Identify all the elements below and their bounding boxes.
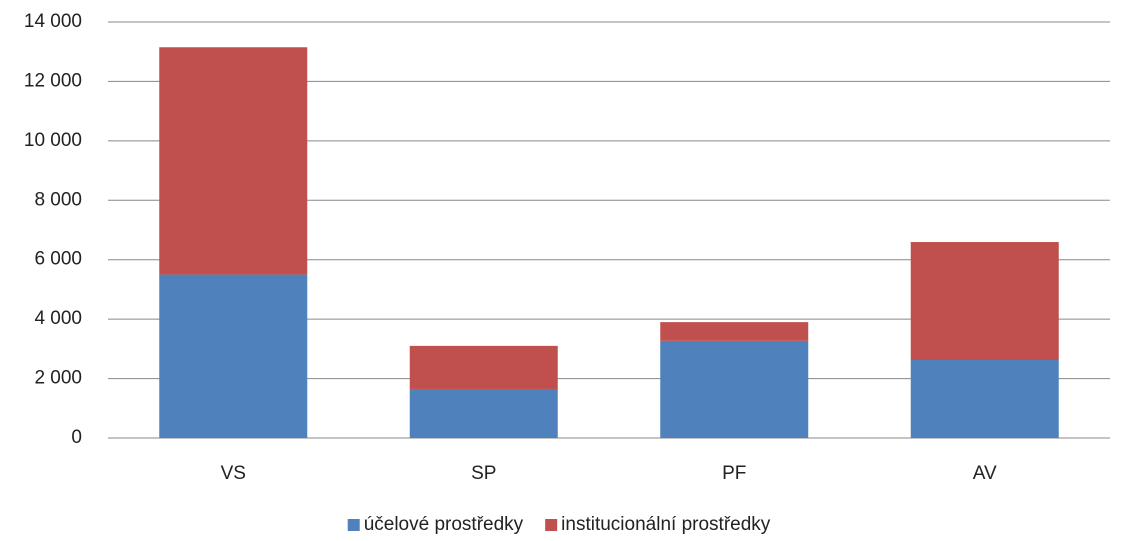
y-tick-label: 2 000 — [34, 368, 82, 389]
y-tick-label: 14 000 — [24, 11, 82, 32]
y-tick-label: 10 000 — [24, 130, 82, 151]
x-tick-label: AV — [973, 463, 997, 484]
x-tick-label: VS — [221, 463, 246, 484]
x-tick-label: SP — [471, 463, 496, 484]
legend-swatch — [347, 519, 360, 531]
bar-segment — [159, 274, 308, 438]
bar-segment — [159, 47, 308, 275]
legend-swatch — [545, 519, 558, 531]
legend-label: institucionální prostředky — [561, 514, 771, 535]
bar-segment — [660, 322, 809, 341]
bar-segment — [910, 360, 1059, 438]
y-tick-label: 12 000 — [24, 70, 82, 91]
bar-segment — [409, 345, 558, 389]
y-tick-label: 6 000 — [34, 249, 82, 270]
bar-segment — [660, 340, 809, 438]
x-tick-label: PF — [722, 463, 746, 484]
legend-label: účelové prostředky — [364, 514, 524, 535]
bar-segment — [910, 242, 1059, 360]
y-tick-label: 8 000 — [34, 189, 82, 210]
y-tick-label: 0 — [71, 427, 82, 448]
y-tick-label: 4 000 — [34, 308, 82, 329]
bar-segment — [409, 388, 558, 438]
